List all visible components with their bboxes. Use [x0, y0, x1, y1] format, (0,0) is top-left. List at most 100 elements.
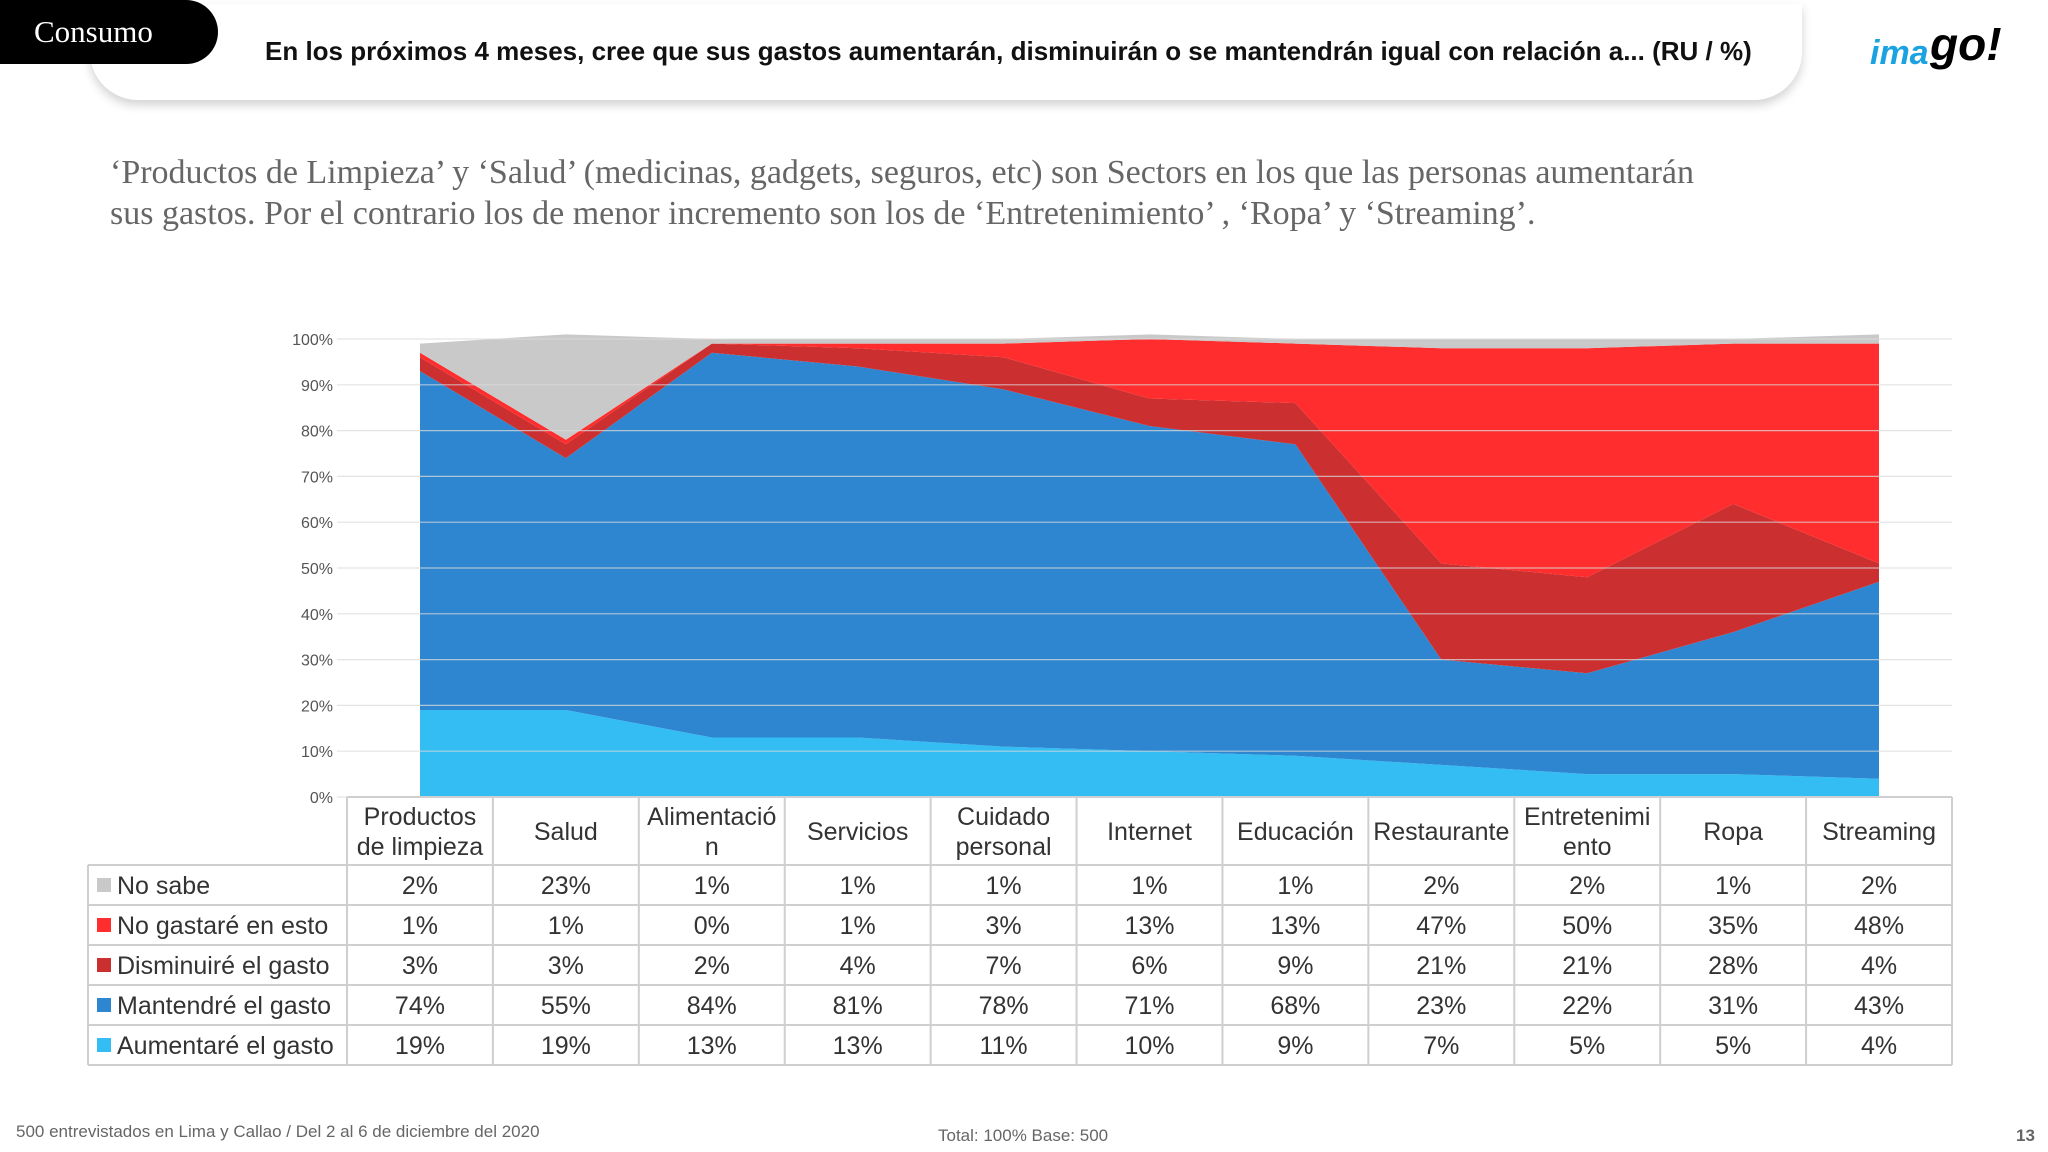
brand-part1: ima [1870, 34, 1929, 72]
category-label: Cuidado [957, 803, 1050, 831]
table-cell: 3% [548, 952, 584, 980]
legend-swatch [97, 958, 111, 972]
category-label: Productos [364, 803, 477, 831]
category-label: ento [1563, 833, 1612, 861]
table-cell: 3% [402, 952, 438, 980]
table-cell: 2% [1423, 872, 1459, 900]
y-tick-label: 40% [301, 607, 333, 624]
legend-label: Mantendré el gasto [117, 992, 331, 1020]
table-cell: 2% [694, 952, 730, 980]
table-cell: 1% [840, 912, 876, 940]
y-tick-label: 70% [301, 469, 333, 486]
section-tab: Consumo [0, 0, 218, 64]
subtitle: ‘Productos de Limpieza’ y ‘Salud’ (medic… [110, 152, 1910, 234]
category-label: Servicios [807, 818, 908, 846]
table-cell: 50% [1562, 912, 1612, 940]
legend-label: Aumentaré el gasto [117, 1032, 334, 1060]
table-cell: 47% [1416, 912, 1466, 940]
category-label: Salud [534, 818, 598, 846]
table-cell: 4% [1861, 952, 1897, 980]
table-cell: 2% [402, 872, 438, 900]
table-cell: 10% [1124, 1032, 1174, 1060]
page-number: 13 [2016, 1126, 2035, 1145]
area-no-gastar-en-esto [420, 339, 1879, 578]
legend-label: No sabe [117, 872, 210, 900]
table-cell: 1% [986, 872, 1022, 900]
subtitle-line-1: ‘Productos de Limpieza’ y ‘Salud’ (medic… [110, 154, 1695, 191]
table-cell: 7% [1423, 1032, 1459, 1060]
y-axis: 0% 10% 20% 30% 40% 50% 60% 70% 80% 90% 100% [292, 332, 333, 807]
legend-swatch [97, 918, 111, 932]
brand-logo: ima go! [1868, 18, 2028, 80]
legend-swatch [97, 998, 111, 1012]
y-tick-label: 60% [301, 515, 333, 532]
category-label: Entretenimi [1524, 803, 1650, 831]
category-label: Restaurante [1373, 818, 1509, 846]
table-cell: 5% [1569, 1032, 1605, 1060]
table-cell: 1% [402, 912, 438, 940]
table-cell: 13% [687, 1032, 737, 1060]
header-bar [90, 4, 1802, 100]
table-cell: 7% [986, 952, 1022, 980]
category-label: Streaming [1822, 818, 1936, 846]
table-cell: 13% [833, 1032, 883, 1060]
area-mantendr-el-gasto [420, 352, 1879, 779]
table-cell: 74% [395, 992, 445, 1020]
y-tick-label: 30% [301, 653, 333, 670]
table-cell: 84% [687, 992, 737, 1020]
category-label: Alimentació [647, 803, 776, 831]
category-label: Internet [1107, 818, 1192, 846]
table-cell: 1% [694, 872, 730, 900]
header-question: En los próximos 4 meses, cree que sus ga… [265, 36, 1752, 66]
legend-swatch [97, 878, 111, 892]
table-cell: 81% [833, 992, 883, 1020]
table-cell: 9% [1277, 1032, 1313, 1060]
table-cell: 6% [1131, 952, 1167, 980]
table-cell: 78% [979, 992, 1029, 1020]
table-cell: 13% [1124, 912, 1174, 940]
legend-swatch [97, 1038, 111, 1052]
table-cell: 1% [1131, 872, 1167, 900]
table-cell: 19% [395, 1032, 445, 1060]
table-cell: 28% [1708, 952, 1758, 980]
area-disminuir-el-gasto [420, 343, 1879, 674]
area-aumentar-el-gasto [420, 710, 1879, 797]
table-cell: 48% [1854, 912, 1904, 940]
table-cell: 4% [840, 952, 876, 980]
table-cell: 2% [1569, 872, 1605, 900]
table-cell: 0% [694, 912, 730, 940]
table-cell: 21% [1416, 952, 1466, 980]
legend-label: Disminuiré el gasto [117, 952, 330, 980]
table-cell: 1% [840, 872, 876, 900]
table-cell: 71% [1124, 992, 1174, 1020]
y-tick-label: 0% [310, 790, 333, 807]
table-cell: 3% [986, 912, 1022, 940]
category-label: Educación [1237, 818, 1354, 846]
table-cell: 5% [1715, 1032, 1751, 1060]
table-cell: 4% [1861, 1032, 1897, 1060]
footer-totals: Total: 100% Base: 500 [938, 1126, 1109, 1145]
y-tick-label: 10% [301, 744, 333, 761]
table-cell: 1% [548, 912, 584, 940]
y-tick-label: 80% [301, 424, 333, 441]
table-cell: 19% [541, 1032, 591, 1060]
table-cell: 21% [1562, 952, 1612, 980]
table-cell: 1% [1277, 872, 1313, 900]
legend-label: No gastaré en esto [117, 912, 328, 940]
table-cell: 11% [979, 1032, 1027, 1060]
category-label: de limpieza [357, 833, 484, 861]
table-cell: 31% [1708, 992, 1758, 1020]
category-label: personal [956, 833, 1052, 861]
y-tick-label: 20% [301, 698, 333, 715]
y-tick-label: 50% [301, 561, 333, 578]
table-cell: 35% [1708, 912, 1758, 940]
table-cell: 23% [1416, 992, 1466, 1020]
table-cell: 9% [1277, 952, 1313, 980]
table-cell: 22% [1562, 992, 1612, 1020]
section-label: Consumo [34, 14, 153, 49]
footer-sample: 500 entrevistados en Lima y Callao / Del… [16, 1122, 540, 1141]
y-tick-label: 90% [301, 378, 333, 395]
table-cell: 23% [541, 872, 591, 900]
